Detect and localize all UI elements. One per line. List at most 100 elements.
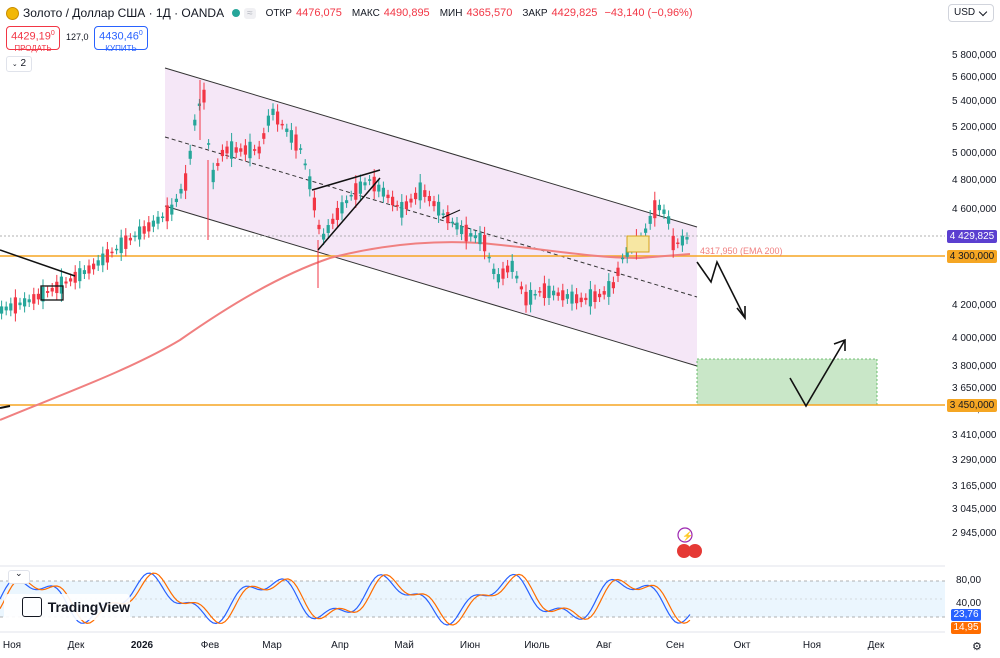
candle <box>138 226 142 240</box>
level-low-label: 3 450,000 <box>947 399 997 412</box>
candle <box>262 133 266 139</box>
candle <box>308 176 312 190</box>
candle <box>487 256 491 259</box>
candle <box>519 286 523 290</box>
candles <box>0 80 689 322</box>
candle <box>27 299 31 303</box>
candle <box>101 253 105 266</box>
time-tick: Июль <box>524 640 550 651</box>
data-tag: ≈ <box>244 7 256 19</box>
price-tick: 3 045,000 <box>952 504 997 515</box>
price-tick: 5 400,000 <box>952 96 997 107</box>
time-tick: Апр <box>331 640 349 651</box>
sell-price: 4429,19 <box>11 30 51 43</box>
candle <box>276 111 280 125</box>
flag-marker <box>441 209 461 219</box>
candle <box>124 235 128 249</box>
arrow-head-up <box>833 338 846 351</box>
candle <box>257 146 261 154</box>
symbol-title[interactable]: Золото / Доллар США · 1Д · OANDA <box>23 6 225 20</box>
candle <box>561 290 565 301</box>
candle <box>165 205 169 222</box>
sell-price-sup: 0 <box>50 30 55 37</box>
time-tick: Авг <box>596 640 612 651</box>
candle <box>280 123 284 126</box>
candle <box>593 291 597 302</box>
price-tick: 2 945,000 <box>952 528 997 539</box>
candle <box>414 192 418 200</box>
low-label: МИН <box>439 7 463 19</box>
candle <box>202 89 206 103</box>
candle <box>170 204 174 215</box>
candle <box>193 119 197 126</box>
candle <box>197 103 201 106</box>
candle <box>657 204 661 211</box>
candle <box>648 215 652 224</box>
candle <box>73 271 77 283</box>
indicators-count: 2 <box>20 58 27 69</box>
chevron-down-icon: ⌄ <box>11 61 18 68</box>
candle <box>253 149 257 151</box>
us-event-icon-2[interactable] <box>688 544 702 558</box>
ema-200-line <box>0 241 691 421</box>
candle <box>547 285 551 298</box>
logo-text: TradingView <box>47 599 130 615</box>
candle <box>515 275 519 279</box>
price-chart[interactable]: ⚡ 4317,950 (EMA 200) <box>0 0 945 658</box>
candle <box>354 183 358 200</box>
lightning-event-icon[interactable] <box>677 527 693 543</box>
candle <box>469 233 473 237</box>
candle <box>556 292 560 296</box>
candle <box>115 248 119 251</box>
candle <box>478 232 482 245</box>
candle <box>18 302 22 306</box>
tradingview-logo[interactable]: TradingView <box>4 594 130 620</box>
candle <box>239 148 243 152</box>
candle <box>0 306 4 314</box>
candle <box>266 115 270 126</box>
candle <box>271 108 275 115</box>
candle <box>409 198 413 203</box>
candle <box>418 182 422 201</box>
candle <box>496 274 500 283</box>
candle <box>671 235 675 251</box>
price-tick: 4 800,000 <box>952 175 997 186</box>
candle <box>611 282 615 289</box>
candle <box>211 169 215 183</box>
candle <box>676 242 680 245</box>
candle <box>96 260 100 266</box>
candle <box>464 224 468 242</box>
candle <box>492 268 496 274</box>
channel-lower-line <box>164 205 698 367</box>
candle <box>9 303 13 311</box>
candle <box>78 268 82 282</box>
triangle-top-line <box>311 169 381 191</box>
candle <box>506 265 510 273</box>
indicators-toggle[interactable]: ⌄ 2 <box>6 56 32 72</box>
last-price-label: 4 429,825 <box>947 230 997 243</box>
candle <box>575 294 579 304</box>
candle <box>234 147 238 153</box>
sell-button[interactable]: 4429,190 ПРОДАТЬ <box>6 26 60 53</box>
currency-select[interactable]: USD <box>948 4 994 22</box>
arrow-head-down <box>736 306 746 321</box>
us-event-icon[interactable] <box>677 544 691 558</box>
candle <box>524 291 528 306</box>
candle <box>69 278 73 282</box>
candle <box>55 281 59 294</box>
box-marker-left <box>40 285 64 301</box>
projection-arrow-down <box>696 259 746 319</box>
box-marker-right <box>626 235 650 253</box>
candle <box>207 143 211 145</box>
spread-value: 127,0 <box>66 32 89 42</box>
open-value: 4476,075 <box>295 7 342 19</box>
candle <box>105 249 109 263</box>
candle <box>285 128 289 132</box>
settings-gear-icon[interactable]: ⚙ <box>972 641 982 653</box>
candle <box>349 194 353 197</box>
candle <box>644 228 648 233</box>
candle <box>184 173 188 191</box>
buy-button[interactable]: 4430,460 КУПИТЬ <box>94 26 148 53</box>
oscillator-toggle[interactable]: ⌄ <box>8 568 30 584</box>
candle <box>23 298 27 307</box>
